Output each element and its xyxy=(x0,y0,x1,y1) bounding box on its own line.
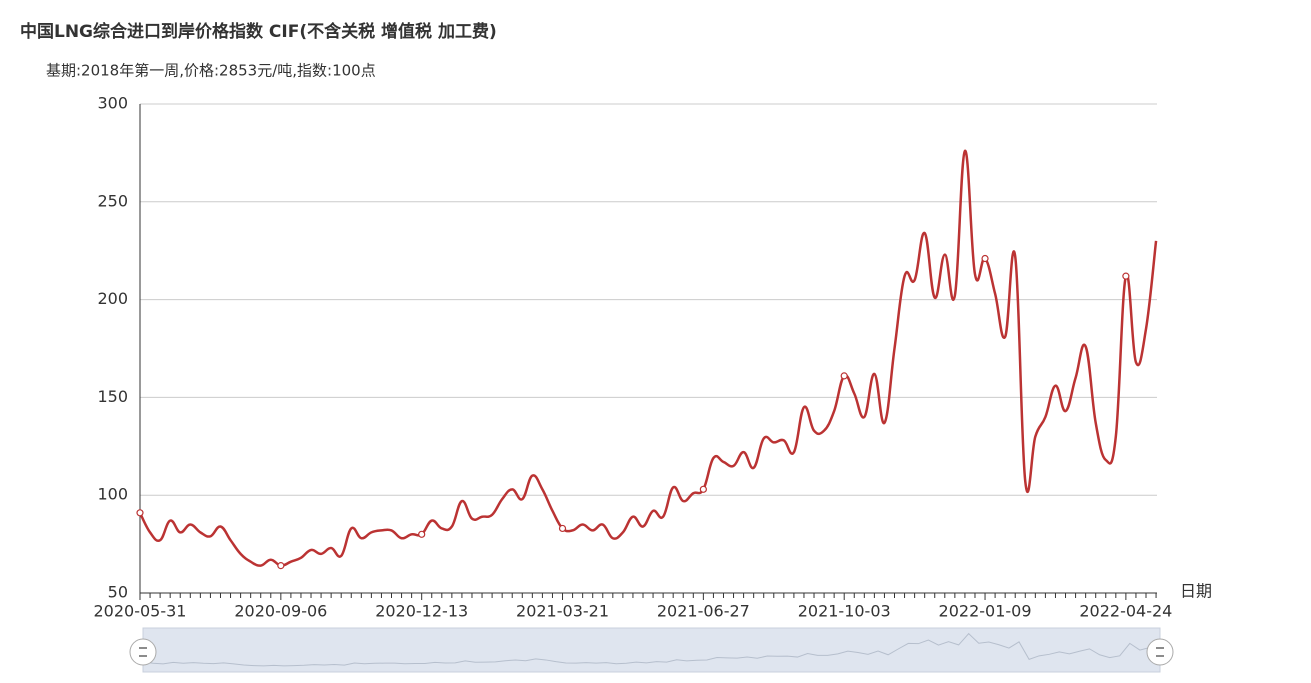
data-point xyxy=(1122,272,1130,280)
data-line xyxy=(138,149,1158,567)
zoom-handle-grip xyxy=(1156,647,1164,657)
chart-subtitle: 基期:2018年第一周,价格:2853元/吨,指数:100点 xyxy=(46,62,376,80)
zoom-preview-line xyxy=(142,632,1161,667)
zoom-handle-grip xyxy=(139,647,147,657)
x-tick-label: 2021-06-27 xyxy=(657,602,750,621)
x-tick-label: 2021-10-03 xyxy=(798,602,891,621)
x-tick-label: 2022-04-24 xyxy=(1079,602,1172,621)
data-point xyxy=(277,562,285,570)
x-tick-label: 2021-03-21 xyxy=(516,602,609,621)
data-point xyxy=(418,530,426,538)
x-tick-label: 2020-09-06 xyxy=(234,602,327,621)
y-tick-label: 200 xyxy=(97,289,128,308)
x-axis-label: 日期 xyxy=(1180,582,1212,601)
x-tick-label: 2022-01-09 xyxy=(939,602,1032,621)
data-point xyxy=(699,485,707,493)
data-point xyxy=(558,524,567,533)
data-point xyxy=(136,509,144,517)
x-tick-label: 2020-12-13 xyxy=(375,602,468,621)
y-tick-label: 50 xyxy=(108,583,128,602)
data-point xyxy=(840,372,848,380)
x-tick-label: 2020-05-31 xyxy=(94,602,187,621)
zoom-handle[interactable] xyxy=(129,638,157,666)
y-tick-label: 250 xyxy=(97,191,128,210)
y-tick-label: 100 xyxy=(97,485,128,504)
y-tick-label: 150 xyxy=(97,387,128,406)
zoom-handle[interactable] xyxy=(1146,638,1174,666)
chart-title: 中国LNG综合进口到岸价格指数 CIF(不含关税 增值税 加工费) xyxy=(20,21,497,42)
data-point xyxy=(981,254,989,263)
y-tick-label: 300 xyxy=(97,94,128,113)
